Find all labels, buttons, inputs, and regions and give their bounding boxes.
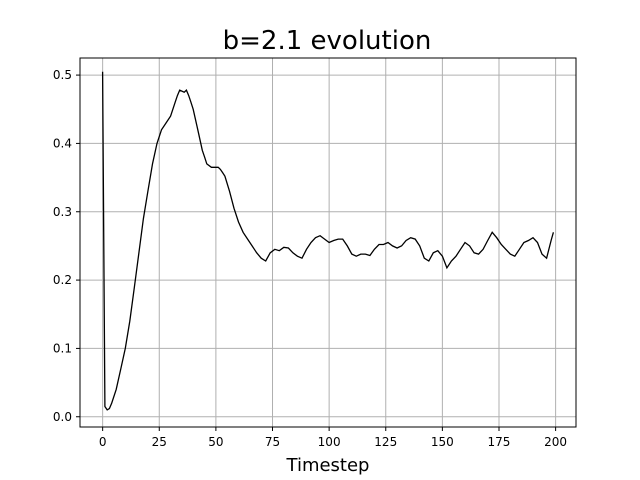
x-tick-label: 150 [431, 435, 454, 449]
chart-title: b=2.1 evolution [223, 26, 432, 56]
grid-lines [80, 58, 576, 427]
axis-ticks: 0 25 50 75 100 125 150 175 200 0.0 0.1 0.2 0.3 0.4 0.5 [53, 68, 567, 449]
x-tick-label: 50 [208, 435, 223, 449]
y-tick-label: 0.5 [53, 68, 72, 82]
series-line [101, 71, 555, 411]
y-tick-label: 0.3 [53, 205, 72, 219]
y-tick-label: 0.2 [53, 273, 72, 287]
y-tick-label: 0.1 [53, 341, 72, 355]
x-tick-label: 0 [99, 435, 107, 449]
x-tick-label: 100 [318, 435, 341, 449]
y-tick-label: 0.0 [53, 410, 72, 424]
x-tick-label: 175 [488, 435, 511, 449]
x-tick-label: 125 [374, 435, 397, 449]
x-tick-label: 25 [152, 435, 167, 449]
x-tick-label: 200 [544, 435, 567, 449]
x-axis-label: Timestep [286, 455, 370, 476]
x-tick-label: 75 [265, 435, 280, 449]
series-layer [101, 71, 555, 411]
plot-frame [79, 57, 577, 428]
y-tick-label: 0.4 [53, 136, 72, 150]
